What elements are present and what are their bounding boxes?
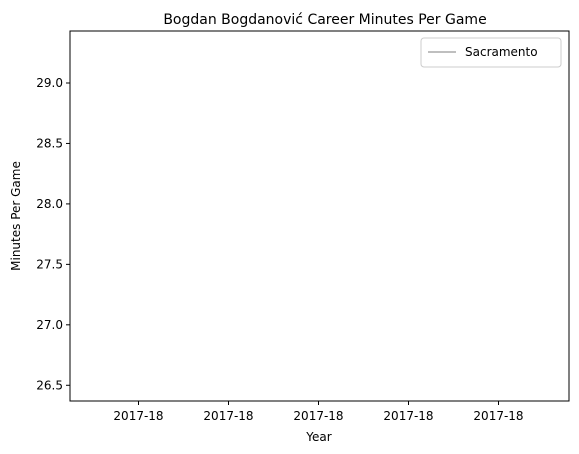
y-tick-label: 29.0 xyxy=(36,76,63,90)
y-axis-ticks: 26.5 27.0 27.5 28.0 28.5 29.0 xyxy=(36,76,70,392)
chart-title: Bogdan Bogdanović Career Minutes Per Gam… xyxy=(163,12,486,28)
x-tick-label: 2017-18 xyxy=(293,409,343,423)
y-tick-label: 27.0 xyxy=(36,318,63,332)
x-tick-label: 2017-18 xyxy=(113,409,163,423)
x-axis-ticks: 2017-18 2017-18 2017-18 2017-18 2017-18 xyxy=(113,401,524,423)
x-tick-label: 2017-18 xyxy=(203,409,253,423)
y-axis-label: Minutes Per Game xyxy=(9,161,23,271)
legend-box xyxy=(420,37,562,68)
y-tick-label: 26.5 xyxy=(36,378,63,392)
y-tick-label: 27.5 xyxy=(36,257,63,271)
legend-label-sacramento: Sacramento xyxy=(465,45,538,59)
x-axis-label: Year xyxy=(305,430,331,444)
plot-area-frame xyxy=(69,30,570,402)
y-tick-label: 28.0 xyxy=(36,197,63,211)
y-tick-label: 28.5 xyxy=(36,136,63,150)
x-tick-label: 2017-18 xyxy=(473,409,523,423)
x-tick-label: 2017-18 xyxy=(383,409,433,423)
legend: Sacramento xyxy=(420,37,562,68)
